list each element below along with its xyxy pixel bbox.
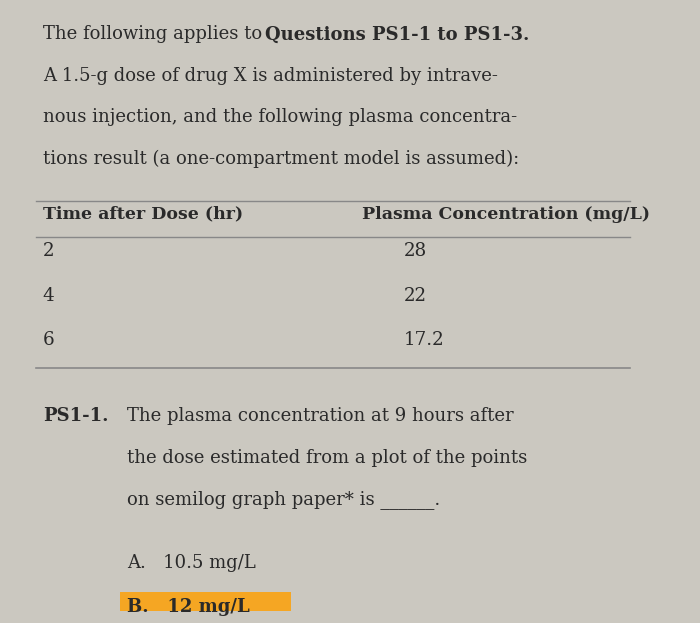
- Text: Time after Dose (hr): Time after Dose (hr): [43, 206, 243, 223]
- Text: The following applies to: The following applies to: [43, 26, 267, 44]
- Text: on semilog graph paper* is ______.: on semilog graph paper* is ______.: [127, 490, 440, 509]
- Text: The plasma concentration at 9 hours after: The plasma concentration at 9 hours afte…: [127, 407, 513, 426]
- Text: PS1-1.: PS1-1.: [43, 407, 108, 426]
- Text: 6: 6: [43, 331, 55, 349]
- Text: A 1.5-g dose of drug X is administered by intrave-: A 1.5-g dose of drug X is administered b…: [43, 67, 498, 85]
- Text: Questions PS1-1 to PS1-3.: Questions PS1-1 to PS1-3.: [265, 26, 530, 44]
- Text: 2: 2: [43, 242, 55, 260]
- Text: 22: 22: [404, 287, 427, 305]
- FancyBboxPatch shape: [120, 592, 290, 623]
- Text: tions result (a one-compartment model is assumed):: tions result (a one-compartment model is…: [43, 150, 519, 168]
- Text: B.   12 mg/L: B. 12 mg/L: [127, 598, 249, 616]
- Text: 17.2: 17.2: [404, 331, 444, 349]
- Text: nous injection, and the following plasma concentra-: nous injection, and the following plasma…: [43, 108, 517, 126]
- Text: A.   10.5 mg/L: A. 10.5 mg/L: [127, 554, 256, 573]
- Text: Plasma Concentration (mg/L): Plasma Concentration (mg/L): [362, 206, 650, 223]
- Text: 28: 28: [404, 242, 428, 260]
- Text: 4: 4: [43, 287, 55, 305]
- Text: the dose estimated from a plot of the points: the dose estimated from a plot of the po…: [127, 449, 527, 467]
